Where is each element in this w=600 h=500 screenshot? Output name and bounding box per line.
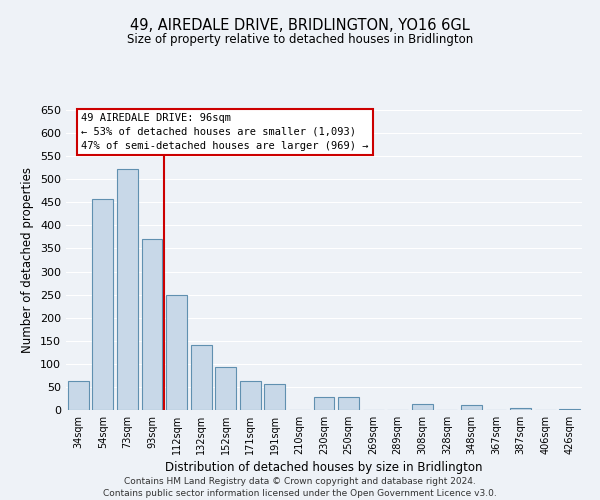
Text: Size of property relative to detached houses in Bridlington: Size of property relative to detached ho… xyxy=(127,32,473,46)
Text: Contains public sector information licensed under the Open Government Licence v3: Contains public sector information licen… xyxy=(103,489,497,498)
Y-axis label: Number of detached properties: Number of detached properties xyxy=(22,167,34,353)
Bar xyxy=(142,239,163,410)
Bar xyxy=(240,382,261,410)
Bar xyxy=(461,406,482,410)
Bar xyxy=(510,408,531,410)
Text: 49, AIREDALE DRIVE, BRIDLINGTON, YO16 6GL: 49, AIREDALE DRIVE, BRIDLINGTON, YO16 6G… xyxy=(130,18,470,32)
Bar xyxy=(117,169,138,410)
Bar xyxy=(215,367,236,410)
Bar xyxy=(68,382,89,410)
Bar xyxy=(338,397,359,410)
Bar xyxy=(412,404,433,410)
Bar xyxy=(92,199,113,410)
Bar xyxy=(559,408,580,410)
Text: 49 AIREDALE DRIVE: 96sqm
← 53% of detached houses are smaller (1,093)
47% of sem: 49 AIREDALE DRIVE: 96sqm ← 53% of detach… xyxy=(82,113,369,151)
Bar xyxy=(191,345,212,410)
X-axis label: Distribution of detached houses by size in Bridlington: Distribution of detached houses by size … xyxy=(165,461,483,474)
Bar xyxy=(265,384,286,410)
Bar xyxy=(166,294,187,410)
Bar xyxy=(314,397,334,410)
Text: Contains HM Land Registry data © Crown copyright and database right 2024.: Contains HM Land Registry data © Crown c… xyxy=(124,478,476,486)
